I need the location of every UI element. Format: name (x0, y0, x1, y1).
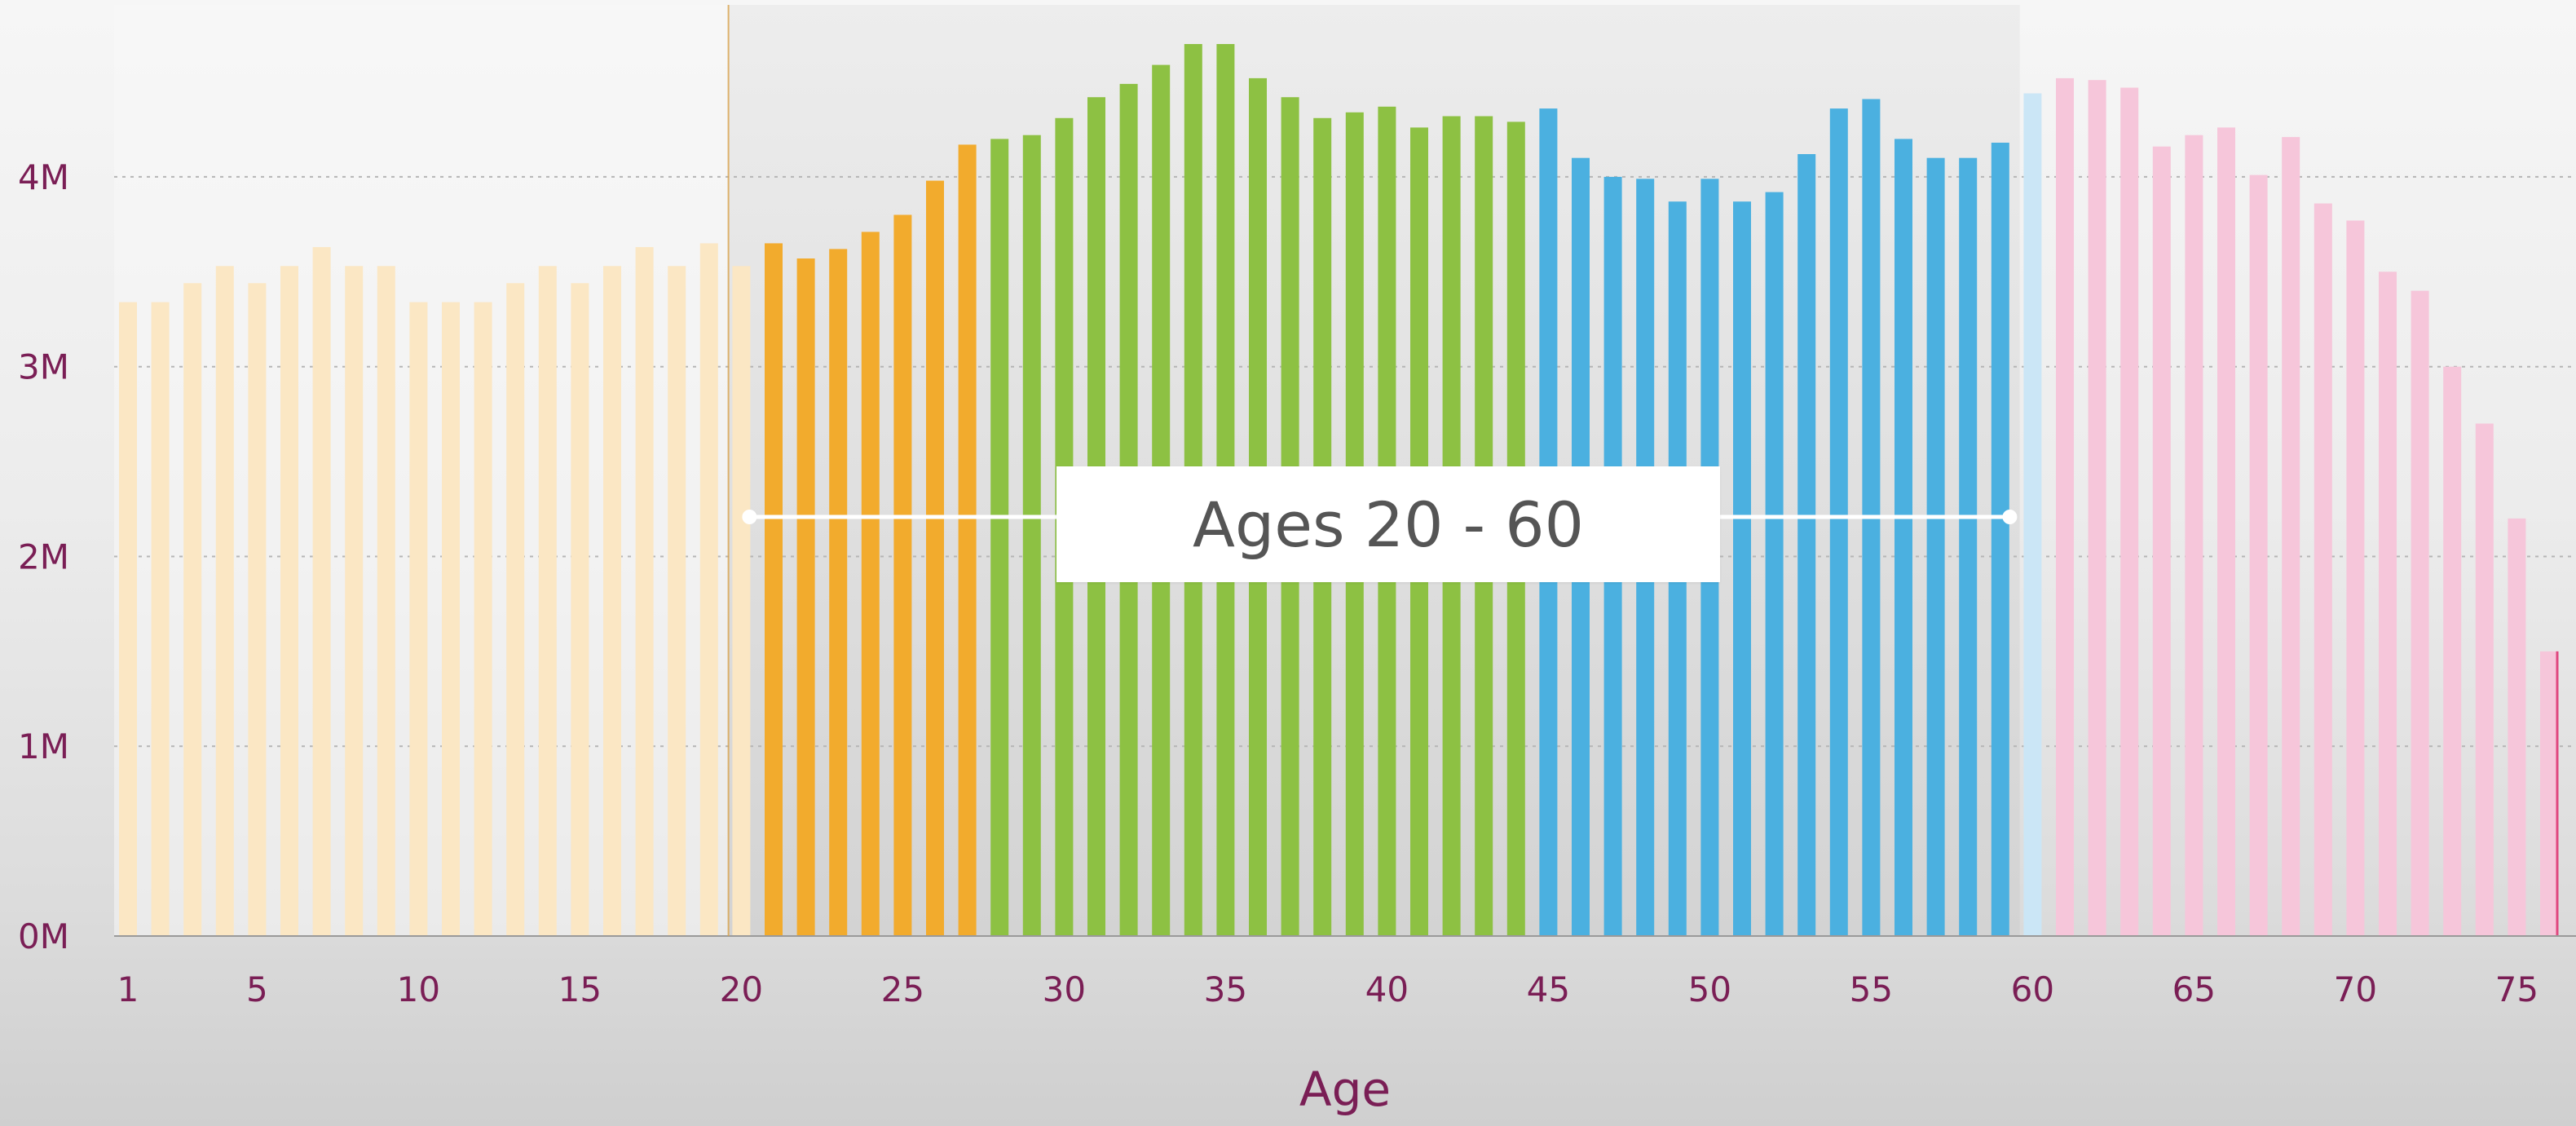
bar-age-71[interactable] (2379, 272, 2397, 936)
y-tick-label-3M: 3M (18, 347, 69, 387)
bar-age-68[interactable] (2282, 137, 2300, 937)
bar-age-9[interactable] (377, 266, 395, 936)
bar-age-60[interactable] (2023, 93, 2042, 937)
range-label: Ages 20 - 60 (1193, 488, 1584, 561)
bar-age-64[interactable] (2152, 146, 2171, 936)
bar-age-22[interactable] (796, 258, 815, 936)
range-start-handle[interactable] (742, 510, 757, 524)
bar-age-2[interactable] (151, 302, 170, 937)
bar-age-1[interactable] (119, 302, 137, 937)
x-tick-label-30: 30 (1043, 969, 1086, 1009)
bar-age-3[interactable] (183, 283, 202, 936)
bar-age-23[interactable] (829, 249, 848, 936)
x-tick-label-40: 40 (1365, 969, 1409, 1009)
bar-age-56[interactable] (1895, 139, 1912, 936)
bar-age-12[interactable] (474, 302, 492, 937)
y-tick-label-1M: 1M (18, 726, 69, 766)
bar-age-21[interactable] (765, 243, 783, 936)
y-tick-label-2M: 2M (18, 537, 69, 576)
x-tick-label-55: 55 (1850, 969, 1893, 1009)
y-tick-label-0M: 0M (18, 916, 69, 956)
x-tick-label-10: 10 (397, 969, 440, 1009)
bar-age-59[interactable] (1991, 143, 2009, 936)
bar-age-66[interactable] (2217, 127, 2235, 936)
bar-age-65[interactable] (2185, 135, 2203, 936)
x-tick-label-65: 65 (2172, 969, 2216, 1009)
bar-age-16[interactable] (603, 266, 621, 936)
bar-age-25[interactable] (893, 214, 912, 937)
bar-age-69[interactable] (2314, 203, 2332, 937)
bar-age-62[interactable] (2088, 80, 2106, 937)
x-tick-label-20: 20 (720, 969, 763, 1009)
bar-age-8[interactable] (345, 266, 364, 936)
bar-age-5[interactable] (248, 283, 267, 936)
bar-age-61[interactable] (2056, 77, 2074, 936)
x-tick-label-35: 35 (1204, 969, 1247, 1009)
bar-age-26[interactable] (926, 180, 944, 937)
y-tick-label-4M: 4M (18, 157, 69, 197)
bar-age-70[interactable] (2346, 220, 2365, 937)
x-tick-label-60: 60 (2011, 969, 2054, 1009)
bar-age-10[interactable] (409, 302, 428, 937)
x-axis-title: Age (1299, 1062, 1391, 1117)
x-tick-label-1: 1 (117, 969, 139, 1009)
bar-age-72[interactable] (2411, 290, 2429, 937)
bar-age-20[interactable] (732, 266, 751, 936)
x-tick-label-5: 5 (246, 969, 268, 1009)
x-tick-label-70: 70 (2334, 969, 2377, 1009)
bar-age-13[interactable] (506, 283, 525, 936)
bar-age-7[interactable] (312, 247, 331, 937)
x-axis (114, 5, 2576, 937)
bar-age-63[interactable] (2120, 87, 2139, 937)
bar-age-74[interactable] (2475, 423, 2494, 937)
bar-age-57[interactable] (1926, 157, 1945, 936)
bar-age-76[interactable] (2540, 651, 2558, 936)
bar-age-17[interactable] (635, 247, 654, 937)
bar-age-4[interactable] (215, 266, 234, 936)
bar-age-28[interactable] (990, 139, 1009, 936)
bar-age-15[interactable] (571, 283, 589, 936)
bar-age-27[interactable] (958, 144, 977, 936)
bar-age-53[interactable] (1797, 154, 1816, 936)
bar-age-14[interactable] (538, 266, 557, 936)
y-axis-ticks: 0M 1M 2M 3M 4M (18, 157, 69, 956)
bar-age-51[interactable] (1733, 201, 1751, 936)
bar-age-75[interactable] (2508, 518, 2526, 936)
bar-age-67[interactable] (2249, 174, 2268, 937)
bar-age-11[interactable] (442, 302, 460, 937)
x-axis-ticks: 1 5 10 15 20 25 30 35 40 45 50 55 60 65 70 75 (117, 969, 2539, 1009)
bar-age-6[interactable] (280, 266, 298, 936)
bar-age-29[interactable] (1022, 135, 1041, 936)
bar-age-52[interactable] (1765, 192, 1784, 937)
range-label-box: Ages 20 - 60 (1056, 466, 1720, 582)
bar-age-19[interactable] (699, 243, 718, 936)
x-tick-label-15: 15 (558, 969, 602, 1009)
x-tick-label-50: 50 (1688, 969, 1731, 1009)
bar-age-73[interactable] (2443, 366, 2462, 936)
x-tick-label-75: 75 (2495, 969, 2539, 1009)
bar-age-24[interactable] (861, 232, 880, 936)
bar-age-54[interactable] (1829, 108, 1848, 937)
x-tick-label-25: 25 (881, 969, 924, 1009)
bar-age-18[interactable] (668, 266, 686, 936)
bars (119, 44, 2559, 937)
x-tick-label-45: 45 (1527, 969, 1570, 1009)
range-end-handle[interactable] (2002, 510, 2018, 524)
bar-age-58[interactable] (1959, 157, 1978, 936)
